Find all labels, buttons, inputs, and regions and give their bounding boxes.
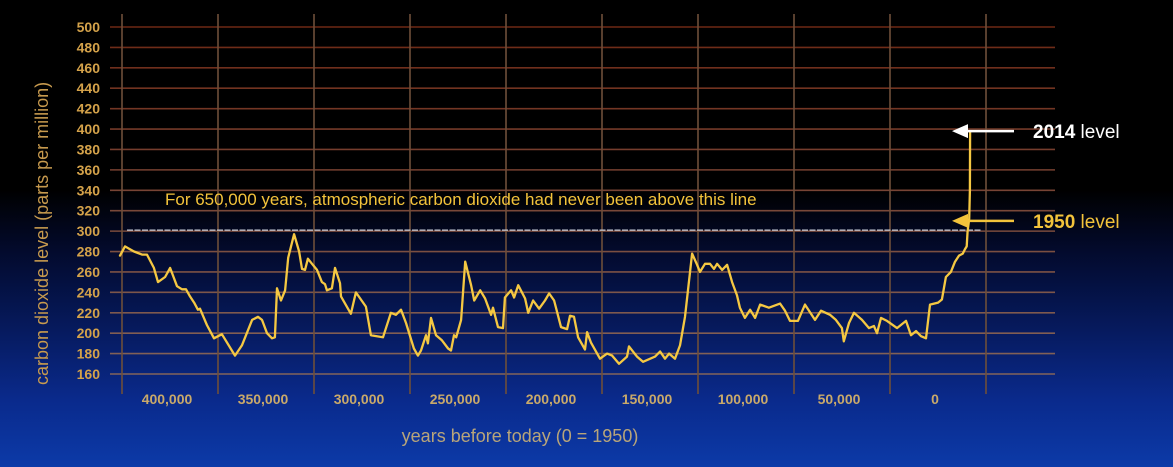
y-tick-label: 460 — [77, 60, 101, 76]
y-tick-label: 240 — [77, 284, 101, 300]
arrow-head-2014-icon — [952, 124, 968, 139]
y-axis-title: carbon dioxide level (parts per million) — [32, 82, 52, 385]
y-tick-label: 200 — [77, 325, 101, 341]
vertical-gridlines — [121, 14, 987, 394]
label-2014-level: 2014 level — [1033, 122, 1120, 143]
y-tick-label: 340 — [77, 182, 101, 198]
co2-line-series — [118, 129, 972, 365]
y-tick-label: 400 — [77, 121, 101, 137]
y-tick-label: 180 — [77, 346, 101, 362]
x-tick-label: 100,000 — [718, 391, 769, 407]
y-tick-label: 280 — [77, 244, 101, 260]
label-1950-level: 1950 level — [1033, 212, 1120, 233]
horizontal-gridlines — [110, 26, 1055, 375]
x-tick-label: 300,000 — [334, 391, 385, 407]
y-axis-ticks: 500 480 460 440 420 400 380 360 340 320 300 280 260 2… — [77, 19, 101, 382]
x-axis-title: years before today (0 = 1950) — [402, 426, 639, 446]
y-tick-label: 160 — [77, 366, 101, 382]
x-tick-label: 250,000 — [430, 391, 481, 407]
annotation-2014: 2014 level — [952, 122, 1120, 143]
y-tick-label: 420 — [77, 101, 101, 117]
x-tick-label: 150,000 — [622, 391, 673, 407]
x-tick-label: 200,000 — [526, 391, 577, 407]
threshold-annotation: For 650,000 years, atmospheric carbon di… — [165, 190, 757, 209]
x-tick-label: 350,000 — [238, 391, 289, 407]
arrow-head-1950-icon — [952, 213, 968, 228]
y-tick-label: 480 — [77, 39, 101, 55]
y-tick-label: 380 — [77, 141, 101, 157]
y-tick-label: 260 — [77, 264, 101, 280]
x-tick-label: 0 — [931, 391, 939, 407]
y-tick-label: 300 — [77, 223, 101, 239]
annotation-1950: 1950 level — [952, 212, 1120, 233]
y-tick-label: 360 — [77, 162, 101, 178]
y-tick-label: 440 — [77, 80, 101, 96]
y-tick-label: 220 — [77, 305, 101, 321]
x-tick-label: 400,000 — [142, 391, 193, 407]
y-tick-label: 500 — [77, 19, 101, 35]
x-axis-ticks: 400,000 350,000 300,000 250,000 200,000 150,0… — [142, 391, 939, 407]
x-tick-label: 50,000 — [818, 391, 861, 407]
y-tick-label: 320 — [77, 203, 101, 219]
